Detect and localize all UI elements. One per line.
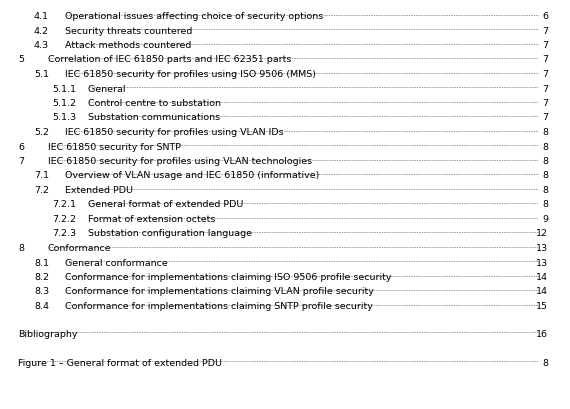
Text: 16: 16 xyxy=(536,329,548,338)
Text: 6: 6 xyxy=(18,142,24,151)
Text: 8.4: 8.4 xyxy=(34,301,49,310)
Text: 7.2.1: 7.2.1 xyxy=(52,200,76,209)
Text: 4.3: 4.3 xyxy=(34,41,49,50)
Text: 4.2: 4.2 xyxy=(34,27,49,36)
Text: 13: 13 xyxy=(536,258,548,267)
Text: Substation communications: Substation communications xyxy=(88,113,223,122)
Text: Figure 1 – General format of extended PDU: Figure 1 – General format of extended PD… xyxy=(18,358,222,366)
Text: 5.1.2: 5.1.2 xyxy=(52,99,76,108)
Text: 5.1.3: 5.1.3 xyxy=(52,113,76,122)
Text: 14: 14 xyxy=(536,272,548,281)
Text: 7: 7 xyxy=(542,41,548,50)
Text: Control centre to substation: Control centre to substation xyxy=(88,99,224,108)
Text: 8: 8 xyxy=(542,358,548,366)
Text: 7.2.2: 7.2.2 xyxy=(52,214,76,223)
Text: Security threats countered: Security threats countered xyxy=(65,27,193,36)
Text: Attack methods countered: Attack methods countered xyxy=(65,41,192,50)
Text: Conformance: Conformance xyxy=(48,243,112,252)
Text: Format of extension octets: Format of extension octets xyxy=(88,214,218,223)
Text: 5: 5 xyxy=(18,55,24,64)
Text: 7: 7 xyxy=(542,99,548,108)
Text: 7: 7 xyxy=(542,27,548,36)
Text: 4.1: 4.1 xyxy=(34,12,49,21)
Text: 15: 15 xyxy=(536,301,548,310)
Text: 5.2: 5.2 xyxy=(34,128,49,137)
Text: General format of extended PDU: General format of extended PDU xyxy=(88,200,246,209)
Text: 5.1.1: 5.1.1 xyxy=(52,84,76,93)
Text: 8: 8 xyxy=(542,128,548,137)
Text: Conformance for implementations claiming SNTP profile security: Conformance for implementations claiming… xyxy=(65,301,373,310)
Text: Conformance for implementations claiming VLAN profile security: Conformance for implementations claiming… xyxy=(65,287,374,296)
Text: 7.2: 7.2 xyxy=(34,186,49,195)
Text: 5.1: 5.1 xyxy=(34,70,49,79)
Text: Extended PDU: Extended PDU xyxy=(65,186,133,195)
Text: 8: 8 xyxy=(542,157,548,166)
Text: 8.3: 8.3 xyxy=(34,287,49,296)
Text: 7: 7 xyxy=(542,55,548,64)
Text: 7: 7 xyxy=(18,157,24,166)
Text: Bibliography: Bibliography xyxy=(18,329,78,338)
Text: 9: 9 xyxy=(542,214,548,223)
Text: 8: 8 xyxy=(542,200,548,209)
Text: 8: 8 xyxy=(542,171,548,180)
Text: 12: 12 xyxy=(536,229,548,238)
Text: 7.1: 7.1 xyxy=(34,171,49,180)
Text: 7.2.3: 7.2.3 xyxy=(52,229,76,238)
Text: IEC 61850 security for profiles using ISO 9506 (MMS): IEC 61850 security for profiles using IS… xyxy=(65,70,319,79)
Text: Correlation of IEC 61850 parts and IEC 62351 parts: Correlation of IEC 61850 parts and IEC 6… xyxy=(48,55,294,64)
Text: 7: 7 xyxy=(542,70,548,79)
Text: General conformance: General conformance xyxy=(65,258,171,267)
Text: General: General xyxy=(88,84,128,93)
Text: 7: 7 xyxy=(542,113,548,122)
Text: 8: 8 xyxy=(18,243,24,252)
Text: 8: 8 xyxy=(542,186,548,195)
Text: 14: 14 xyxy=(536,287,548,296)
Text: 8.1: 8.1 xyxy=(34,258,49,267)
Text: 8.2: 8.2 xyxy=(34,272,49,281)
Text: Operational issues affecting choice of security options: Operational issues affecting choice of s… xyxy=(65,12,323,21)
Text: Overview of VLAN usage and IEC 61850 (informative): Overview of VLAN usage and IEC 61850 (in… xyxy=(65,171,323,180)
Text: IEC 61850 security for profiles using VLAN IDs: IEC 61850 security for profiles using VL… xyxy=(65,128,287,137)
Text: 13: 13 xyxy=(536,243,548,252)
Text: 8: 8 xyxy=(542,142,548,151)
Text: IEC 61850 security for SNTP: IEC 61850 security for SNTP xyxy=(48,142,181,151)
Text: 7: 7 xyxy=(542,84,548,93)
Text: Substation configuration language: Substation configuration language xyxy=(88,229,255,238)
Text: Conformance for implementations claiming ISO 9506 profile security: Conformance for implementations claiming… xyxy=(65,272,394,281)
Text: IEC 61850 security for profiles using VLAN technologies: IEC 61850 security for profiles using VL… xyxy=(48,157,312,166)
Text: 6: 6 xyxy=(542,12,548,21)
